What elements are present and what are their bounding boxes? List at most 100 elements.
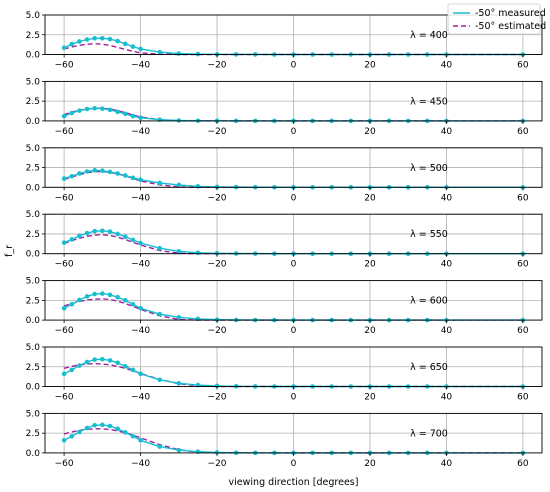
x-tick-label: −40 [131,326,150,336]
y-tick-label: 5.0 [26,343,41,353]
measured-point [138,46,143,52]
x-axis-label: viewing direction [degrees] [229,477,359,488]
x-tick-label: 0 [291,127,297,137]
x-tick-label: 20 [364,459,376,469]
x-tick-label: −20 [208,61,227,71]
x-tick-label: −40 [131,459,150,469]
measured-point [100,106,105,111]
measured-point [138,305,143,311]
measured-point [107,229,113,234]
measured-point [157,49,162,55]
measured-point [115,294,120,300]
measured-point [122,234,128,240]
y-tick-label: 0.0 [26,183,41,193]
wavelength-annotation: λ = 550 [410,229,448,240]
measured-point [122,298,128,303]
measured-point [130,44,136,49]
measured-point [130,175,136,181]
x-tick-label: −20 [208,459,227,469]
measured-point [176,447,182,453]
x-tick-label: 0 [291,61,297,71]
wavelength-annotation: λ = 700 [410,428,448,439]
x-tick-label: −40 [131,260,150,270]
wavelength-annotation: λ = 500 [410,163,448,174]
y-tick-label: 5.0 [26,77,41,87]
x-tick-label: −40 [131,61,150,71]
y-tick-label: 2.5 [26,230,40,240]
measured-point [130,237,136,243]
y-tick-label: 5.0 [26,144,41,154]
x-tick-label: 20 [364,393,376,403]
x-tick-label: 40 [441,326,453,336]
measured-point [61,240,67,245]
measured-point [157,245,162,251]
measured-point [69,237,75,242]
measured-point [61,305,67,311]
x-tick-label: 60 [517,260,529,270]
wavelength-annotation: λ = 600 [410,296,448,307]
x-tick-label: −40 [131,127,150,137]
measured-point [84,294,90,299]
x-tick-label: −20 [208,127,227,137]
x-tick-label: 0 [291,459,297,469]
y-tick-label: 5.0 [26,409,41,419]
y-tick-label: 2.5 [26,31,40,41]
wavelength-annotation: λ = 650 [410,362,448,373]
measured-point [84,230,90,236]
x-tick-label: 60 [517,326,529,336]
y-tick-label: 2.5 [26,363,40,373]
measured-point [69,173,75,179]
measured-point [122,111,128,117]
measured-point [92,228,97,234]
measured-point [92,168,97,173]
x-tick-label: 20 [364,260,376,270]
measured-point [138,437,143,443]
measured-point [84,359,90,365]
y-tick-label: 0.0 [26,51,41,61]
measured-point [84,106,90,112]
x-tick-label: −60 [55,127,74,137]
x-tick-label: −60 [55,260,74,270]
x-tick-label: 40 [441,61,453,71]
x-tick-label: 60 [517,61,529,71]
x-tick-label: 20 [364,61,376,71]
y-tick-label: 2.5 [26,296,40,306]
measured-point [69,41,75,47]
measured-point [138,240,143,246]
x-tick-label: −20 [208,193,227,203]
measured-point [107,169,113,175]
x-tick-label: −40 [131,393,150,403]
measured-point [122,364,128,369]
y-axis-label: f_r [4,245,15,257]
measured-point [92,105,97,111]
x-tick-label: −60 [55,459,74,469]
x-tick-label: 40 [441,459,453,469]
measured-point [176,381,182,386]
wavelength-annotation: λ = 400 [410,30,448,41]
measured-point [69,302,75,307]
measured-point [115,231,120,237]
measured-point [69,110,75,116]
measured-point [122,173,128,178]
measured-point [122,430,128,435]
x-tick-label: −20 [208,393,227,403]
x-tick-label: 20 [364,127,376,137]
measured-point [115,38,120,44]
measured-point [100,422,105,428]
measured-point [138,115,143,121]
legend-box [447,3,541,35]
measured-point [100,356,105,362]
y-tick-label: 0.0 [26,449,41,459]
measured-point [130,302,136,307]
measured-point [61,113,67,119]
y-tick-label: 5.0 [26,277,41,287]
legend-estimated-label: -50° estimated [475,21,546,32]
measured-point [176,315,182,320]
measured-point [130,367,136,373]
measured-point [77,297,82,303]
measured-point [92,357,97,362]
x-tick-label: −60 [55,61,74,71]
y-tick-label: 0.0 [26,117,41,127]
measured-point [214,383,220,389]
measured-point [61,371,67,377]
